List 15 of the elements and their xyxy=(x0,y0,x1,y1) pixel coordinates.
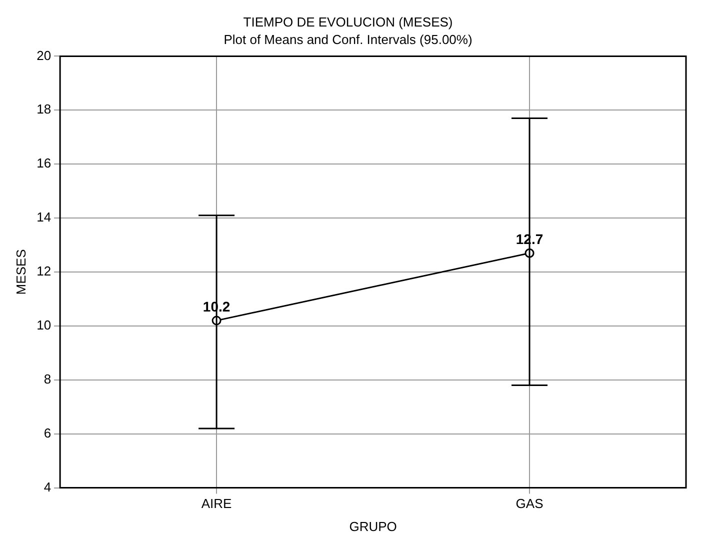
x-axis-title: GRUPO xyxy=(349,518,397,534)
y-tick-label: 8 xyxy=(44,371,52,386)
y-tick-label: 14 xyxy=(36,210,52,225)
y-axis-title: MESES xyxy=(13,248,28,295)
x-tick-label: GAS xyxy=(516,496,544,512)
y-tick-label: 10 xyxy=(36,318,52,333)
y-tick-label: 18 xyxy=(36,102,52,117)
chart-subtitle: Plot of Means and Conf. Intervals (95.00%) xyxy=(224,32,472,47)
y-tick-label: 6 xyxy=(44,425,52,440)
y-tick-label: 12 xyxy=(36,264,52,279)
y-tick-label: 20 xyxy=(36,48,52,63)
y-tick-label: 4 xyxy=(44,479,52,494)
x-tick-label: AIRE xyxy=(201,496,232,512)
y-tick-label: 16 xyxy=(36,156,52,171)
chart-title: TIEMPO DE EVOLUCION (MESES) xyxy=(243,14,453,30)
